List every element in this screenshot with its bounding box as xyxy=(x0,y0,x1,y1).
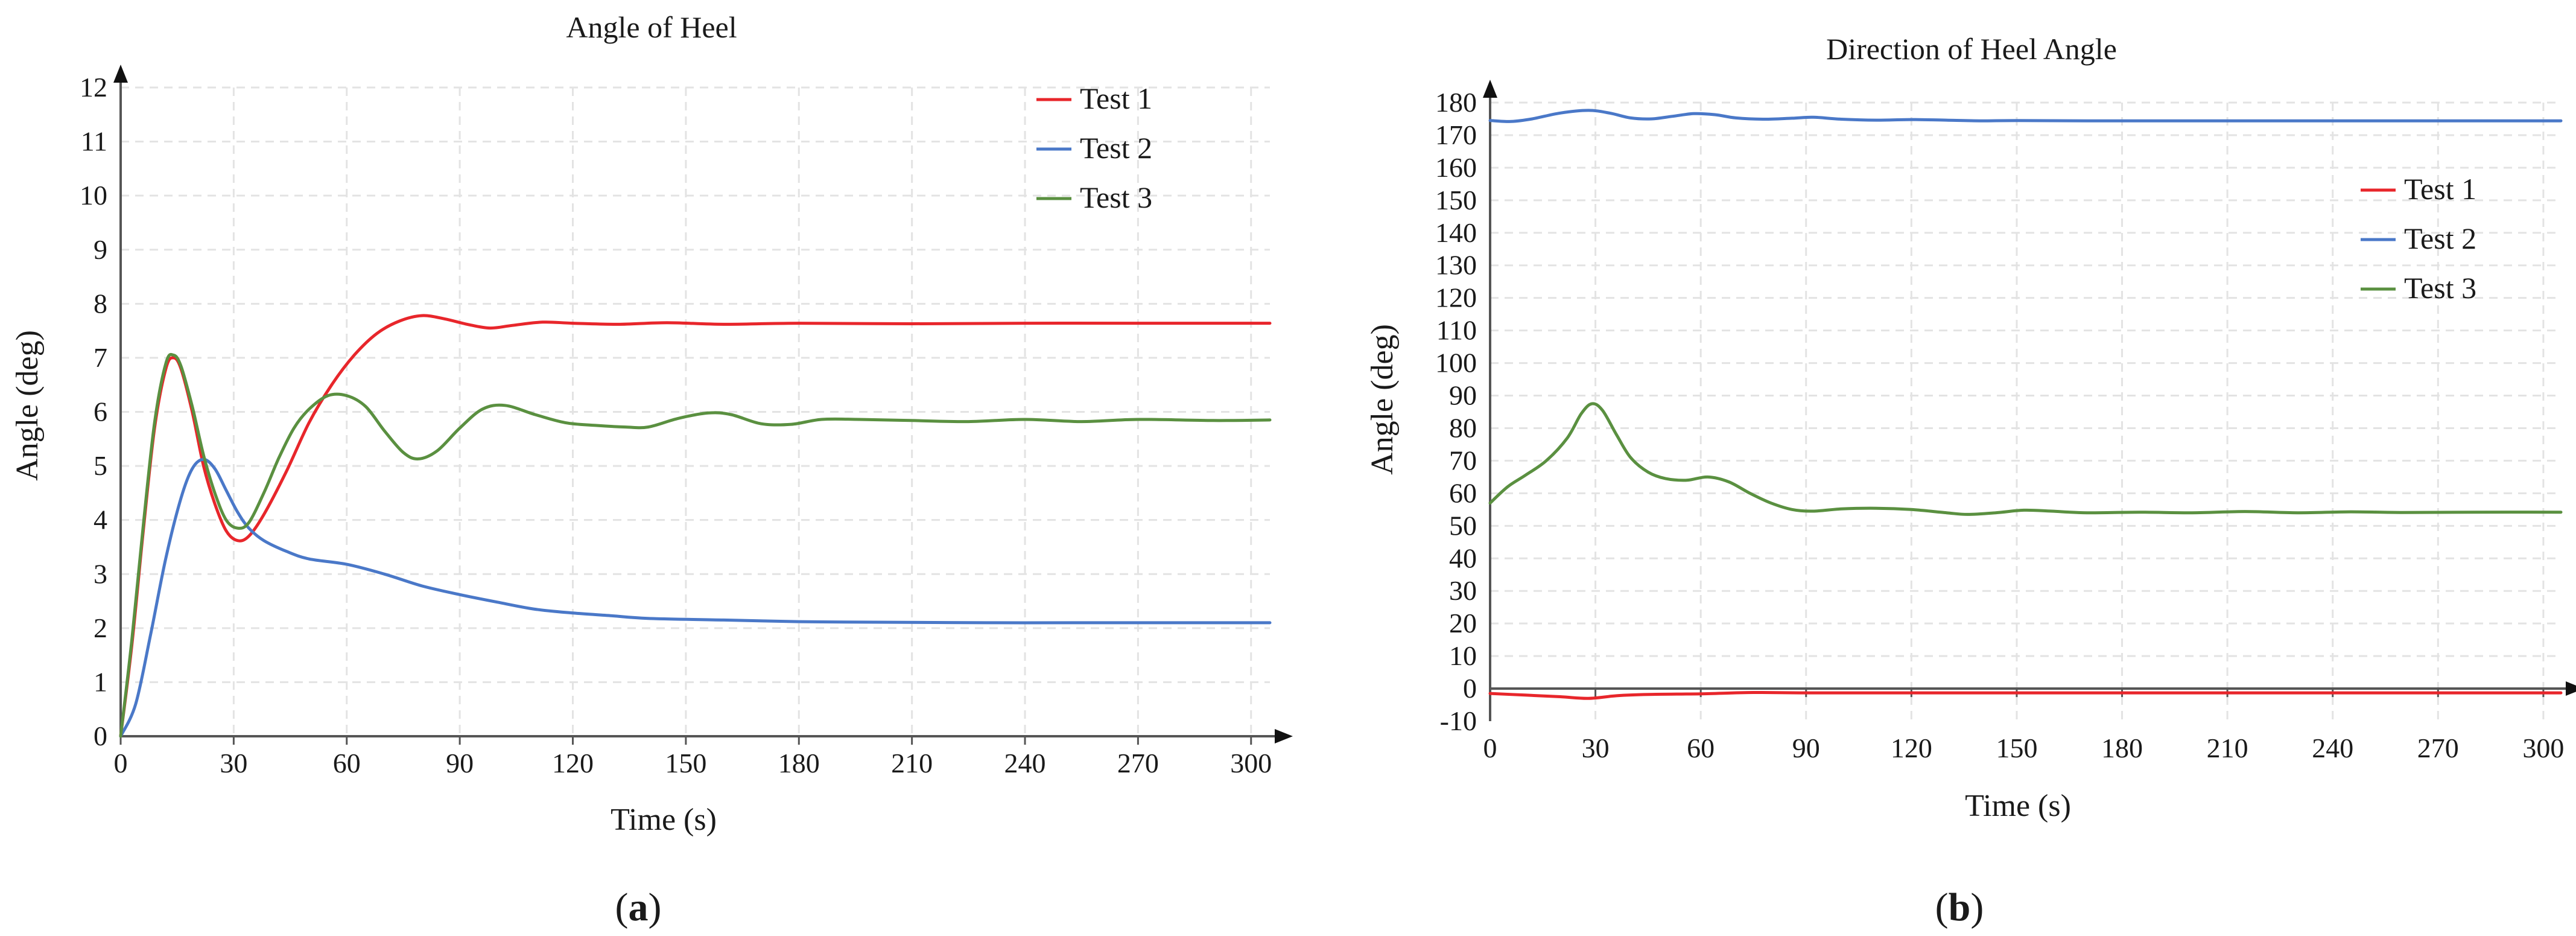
tick-labels: -100102030405060708090100110120130140150… xyxy=(1435,87,2564,763)
y-tick-label: -10 xyxy=(1440,705,1477,736)
y-tick-label: 40 xyxy=(1449,543,1477,573)
x-tick-label: 150 xyxy=(1996,733,2037,763)
x-tick-label: 180 xyxy=(778,748,820,778)
series-lines xyxy=(119,314,1272,738)
grid xyxy=(1490,101,2561,721)
y-tick-label: 4 xyxy=(94,505,107,535)
y-tick-label: 170 xyxy=(1435,119,1477,150)
legend-label-test-2: Test 2 xyxy=(2404,221,2476,255)
x-tick-label: 210 xyxy=(2207,733,2248,763)
series-line-test-3 xyxy=(1488,402,2563,516)
panel-label: (b) xyxy=(1935,885,1984,929)
y-tick-label: 120 xyxy=(1435,282,1477,313)
panel-label-close: ) xyxy=(1970,885,1984,929)
series-line-test-2 xyxy=(1488,109,2563,123)
y-tick-label: 2 xyxy=(94,613,107,643)
y-axis-arrowhead xyxy=(1483,80,1497,98)
y-tick-label: 140 xyxy=(1435,217,1477,248)
y-axis-title: Angle (deg) xyxy=(10,330,45,481)
y-axis-title: Angle (deg) xyxy=(1365,324,1400,475)
legend-label-test-1: Test 1 xyxy=(1080,81,1152,115)
grid xyxy=(121,86,1270,736)
y-tick-label: 6 xyxy=(94,396,107,427)
panel-label-close: ) xyxy=(649,885,662,929)
x-axis-title: Time (s) xyxy=(611,803,717,837)
axes xyxy=(113,65,1293,745)
legend: Test 1 Test 2 Test 3 xyxy=(2361,172,2476,305)
x-tick-label: 270 xyxy=(1117,748,1159,778)
x-tick-label: 30 xyxy=(220,748,247,778)
x-tick-label: 270 xyxy=(2417,733,2459,763)
legend: Test 1 Test 2 Test 3 xyxy=(1036,81,1152,214)
y-tick-label: 0 xyxy=(94,721,107,751)
y-tick-label: 110 xyxy=(1436,315,1477,346)
panel-label-letter: b xyxy=(1949,885,1971,929)
panel-label-letter: a xyxy=(629,885,649,929)
x-tick-label: 0 xyxy=(1483,733,1497,763)
y-tick-label: 160 xyxy=(1435,152,1477,183)
x-tick-label: 30 xyxy=(1582,733,1610,763)
panel-label: (a) xyxy=(615,885,662,929)
legend-label-test-3: Test 3 xyxy=(2404,271,2476,305)
series-line-test-2 xyxy=(119,457,1272,738)
y-tick-label: 30 xyxy=(1449,575,1477,606)
y-tick-label: 0 xyxy=(1463,673,1477,704)
y-tick-label: 10 xyxy=(1449,640,1477,671)
x-tick-label: 240 xyxy=(1004,748,1046,778)
x-tick-label: 0 xyxy=(114,748,128,778)
series-line-test-1 xyxy=(119,314,1272,738)
x-tick-label: 120 xyxy=(552,748,594,778)
chart-title: Direction of Heel Angle xyxy=(1826,32,2117,66)
y-axis-arrowhead xyxy=(113,65,128,83)
x-tick-label: 240 xyxy=(2312,733,2353,763)
x-tick-label: 90 xyxy=(1792,733,1820,763)
y-tick-label: 180 xyxy=(1435,87,1477,118)
y-tick-label: 1 xyxy=(94,666,107,697)
x-axis-title: Time (s) xyxy=(1965,789,2071,823)
x-tick-label: 300 xyxy=(1230,748,1272,778)
y-tick-label: 7 xyxy=(94,342,107,373)
x-tick-label: 90 xyxy=(446,748,474,778)
legend-label-test-1: Test 1 xyxy=(2404,172,2476,206)
panel-label-open: ( xyxy=(615,885,629,929)
x-axis-arrowhead xyxy=(1275,729,1293,743)
panel-label-open: ( xyxy=(1935,885,1949,929)
y-tick-label: 12 xyxy=(80,72,107,103)
y-tick-label: 150 xyxy=(1435,185,1477,215)
y-tick-label: 50 xyxy=(1449,510,1477,541)
legend-label-test-3: Test 3 xyxy=(1080,180,1152,214)
series-line-test-3 xyxy=(119,352,1272,738)
chart-direction-of-heel-angle: Direction of Heel Angle -100102030405060… xyxy=(1365,32,2576,929)
series-line-test-1 xyxy=(1488,690,2563,700)
series-lines xyxy=(1488,109,2563,700)
y-tick-label: 90 xyxy=(1449,380,1477,411)
x-tick-label: 120 xyxy=(1891,733,1932,763)
y-tick-label: 10 xyxy=(80,180,107,211)
y-tick-label: 5 xyxy=(94,450,107,481)
y-tick-label: 9 xyxy=(94,234,107,265)
y-tick-label: 100 xyxy=(1435,348,1477,378)
x-tick-label: 210 xyxy=(891,748,933,778)
y-tick-label: 130 xyxy=(1435,250,1477,281)
x-tick-label: 150 xyxy=(665,748,706,778)
y-tick-label: 70 xyxy=(1449,445,1477,476)
x-axis-arrowhead xyxy=(2566,681,2576,696)
x-tick-label: 60 xyxy=(333,748,361,778)
chart-title: Angle of Heel xyxy=(566,10,737,44)
x-tick-label: 60 xyxy=(1687,733,1715,763)
y-tick-label: 3 xyxy=(94,558,107,589)
y-tick-label: 80 xyxy=(1449,412,1477,443)
x-tick-label: 300 xyxy=(2522,733,2564,763)
y-tick-label: 8 xyxy=(94,288,107,319)
x-tick-label: 180 xyxy=(2101,733,2143,763)
y-tick-label: 60 xyxy=(1449,477,1477,508)
y-tick-label: 11 xyxy=(81,126,107,157)
y-tick-label: 20 xyxy=(1449,608,1477,638)
legend-label-test-2: Test 2 xyxy=(1080,131,1152,165)
